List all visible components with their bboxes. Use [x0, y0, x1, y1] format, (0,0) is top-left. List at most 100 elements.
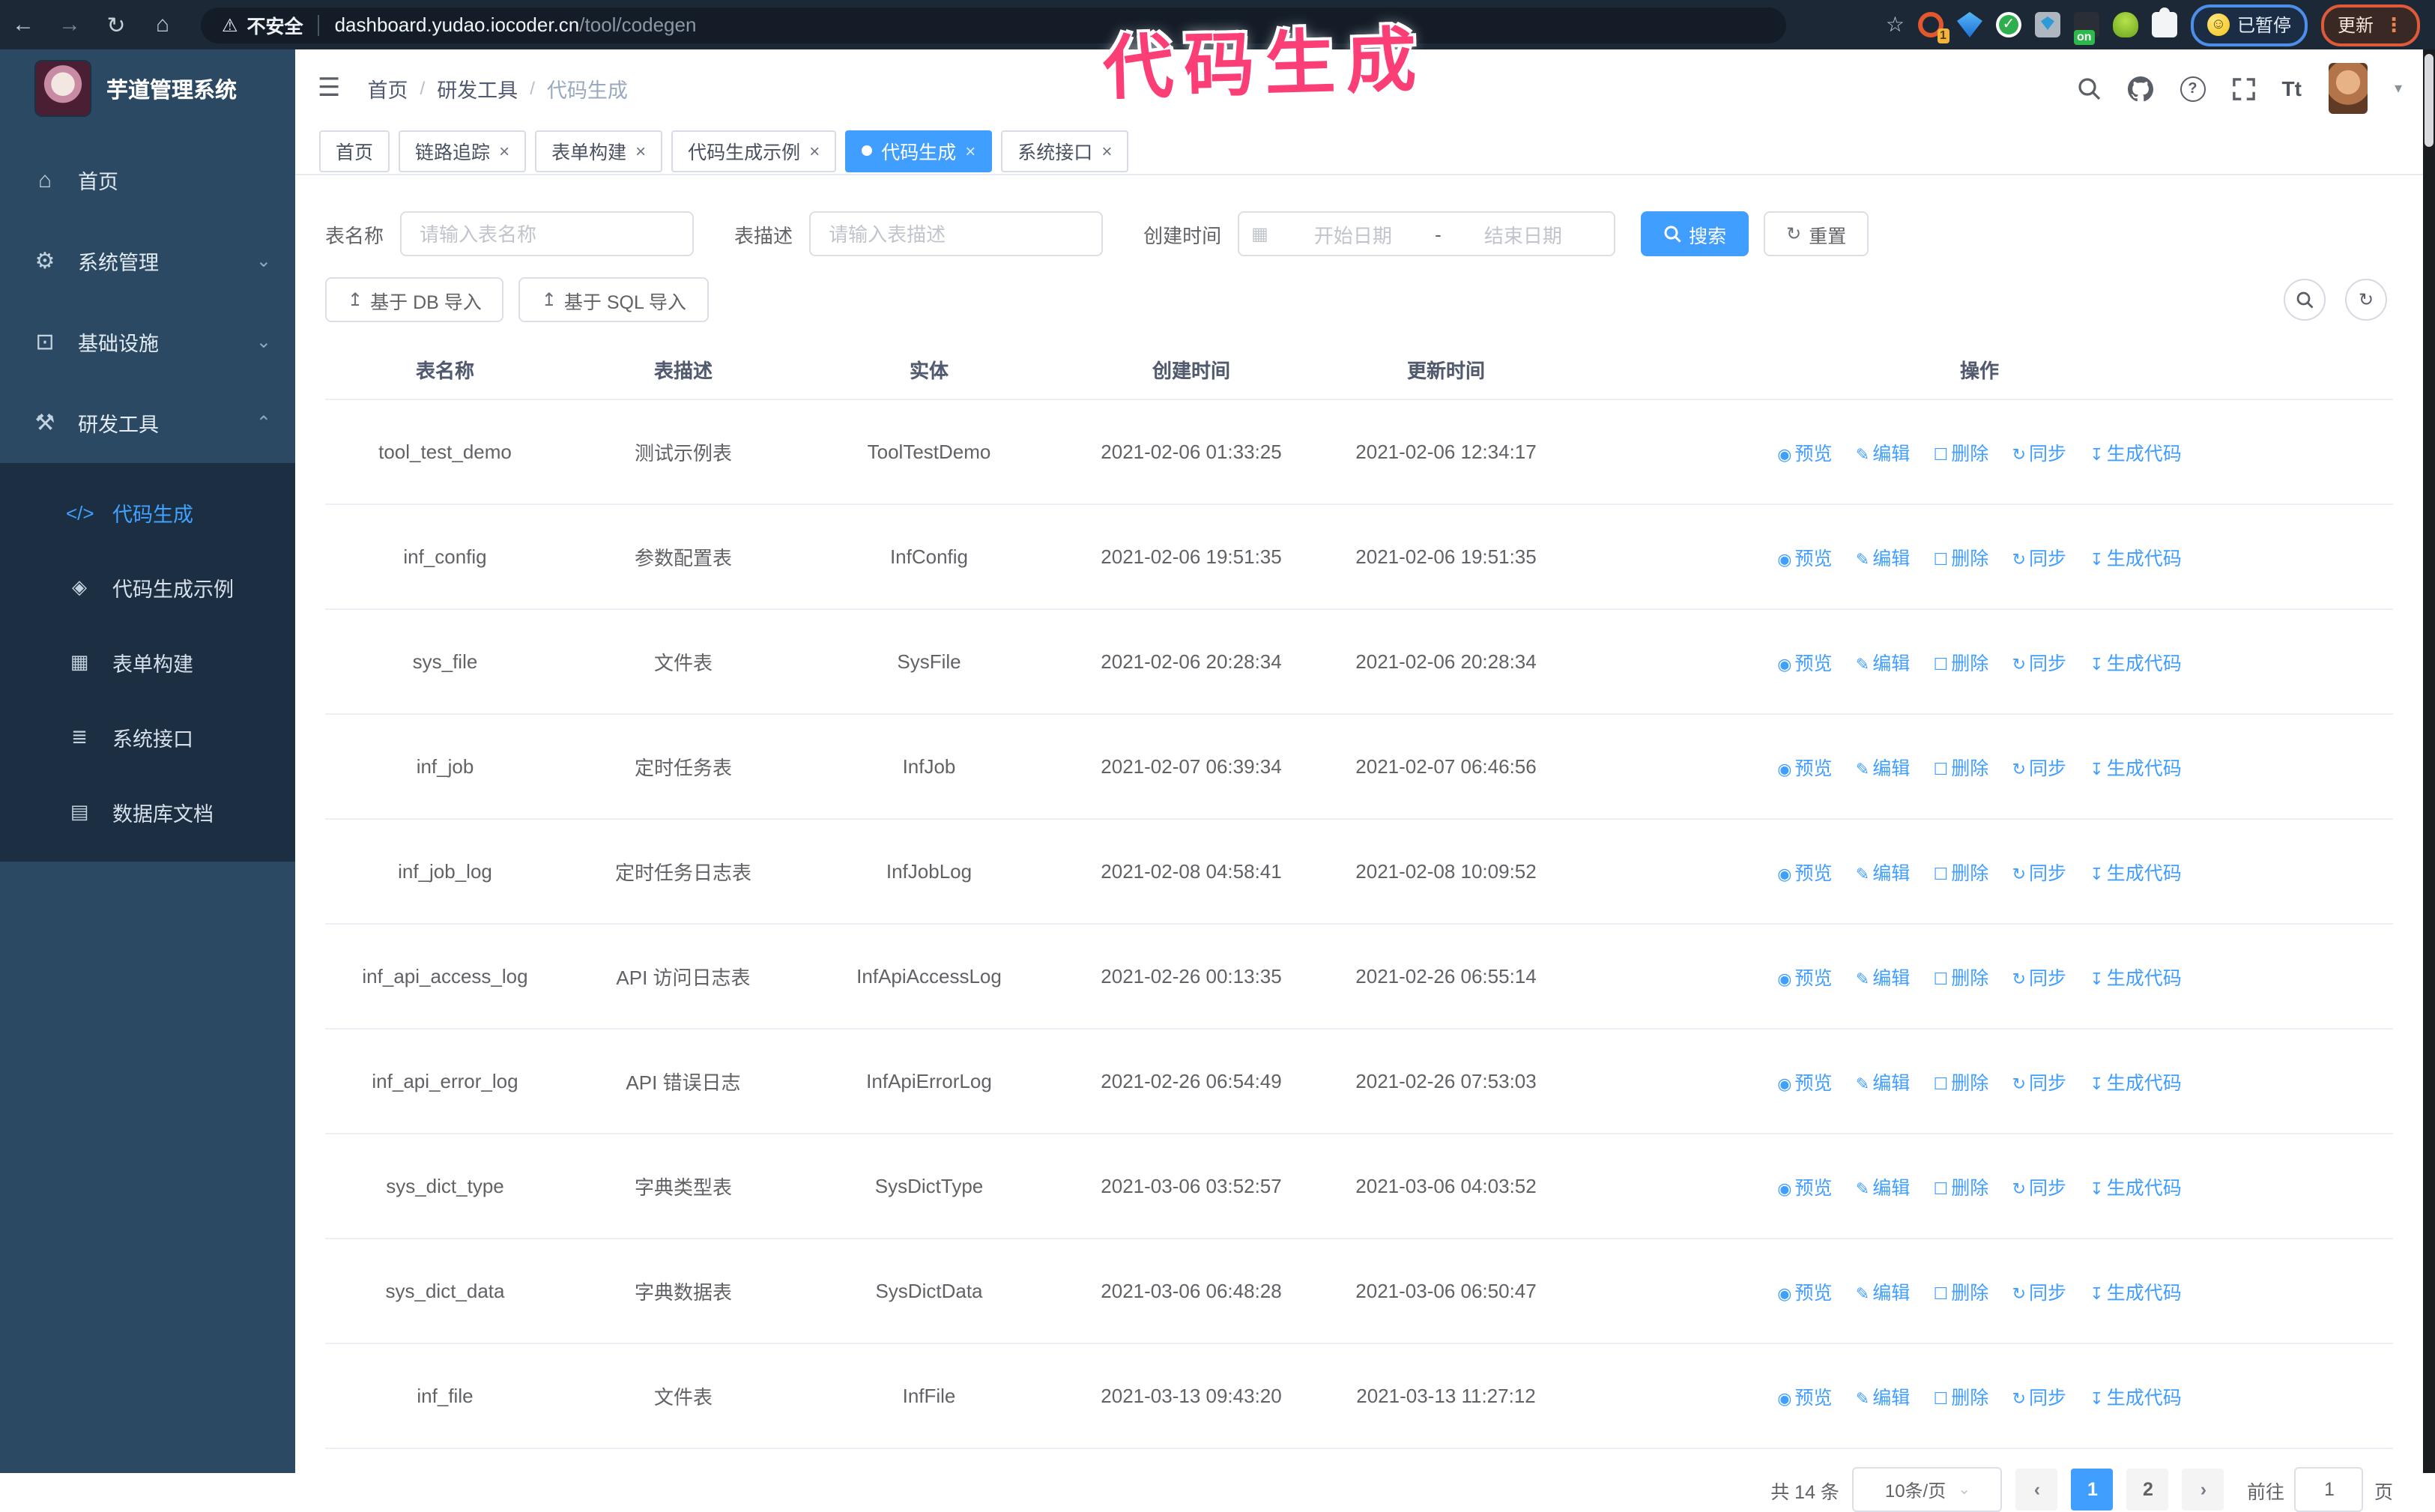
fullscreen-icon[interactable] [2232, 77, 2255, 100]
delete-link[interactable]: ☐ 删除 [1933, 653, 1989, 674]
sidebar-item[interactable]: ⊡ 基础设施 ⌄ [0, 301, 295, 382]
delete-link[interactable]: ☐ 删除 [1933, 1073, 1989, 1094]
edit-link[interactable]: ✎ 编辑 [1855, 968, 1911, 989]
extension-check-icon[interactable]: ✓ [1995, 12, 2021, 37]
edit-link[interactable]: ✎ 编辑 [1855, 1283, 1911, 1304]
security-label[interactable]: 不安全 [246, 16, 303, 37]
preview-link[interactable]: ◉ 预览 [1777, 758, 1833, 779]
bookmark-star-icon[interactable]: ☆ [1885, 12, 1905, 36]
preview-link[interactable]: ◉ 预览 [1777, 1388, 1833, 1409]
table-name-input[interactable] [400, 211, 695, 256]
refresh-button[interactable]: ↻ [2345, 279, 2387, 321]
sync-link[interactable]: ↻ 同步 [2012, 1283, 2066, 1304]
preview-link[interactable]: ◉ 预览 [1777, 548, 1833, 569]
tab[interactable]: 首页 × [319, 130, 390, 172]
github-icon[interactable] [2127, 76, 2153, 101]
delete-link[interactable]: ☐ 删除 [1933, 1178, 1989, 1199]
extension-recorder-icon[interactable]: on [2073, 12, 2099, 45]
tab-close-icon[interactable]: × [499, 140, 510, 161]
generate-code-link[interactable]: ↧ 生成代码 [2090, 1283, 2182, 1304]
sidebar-item[interactable]: ⚒ 研发工具 ⌃ [0, 382, 295, 463]
date-range-picker[interactable]: ▦ 开始日期 - 结束日期 [1238, 211, 1616, 256]
tab-close-icon[interactable]: × [809, 140, 820, 161]
tab-close-icon[interactable]: × [965, 140, 976, 161]
delete-link[interactable]: ☐ 删除 [1933, 758, 1989, 779]
tab-close-icon[interactable]: × [1101, 140, 1113, 161]
breadcrumb-tools[interactable]: 研发工具 [437, 79, 518, 102]
search-button[interactable]: 搜索 [1641, 211, 1749, 256]
reload-icon[interactable]: ↻ [106, 13, 126, 38]
delete-link[interactable]: ☐ 删除 [1933, 863, 1989, 884]
avatar[interactable] [2328, 63, 2368, 114]
sync-link[interactable]: ↻ 同步 [2012, 758, 2066, 779]
sync-link[interactable]: ↻ 同步 [2012, 444, 2066, 465]
edit-link[interactable]: ✎ 编辑 [1855, 863, 1911, 884]
sync-link[interactable]: ↻ 同步 [2012, 1388, 2066, 1409]
avatar-dropdown-caret-icon[interactable]: ▾ [2394, 80, 2402, 97]
paused-badge[interactable]: ☺ 已暂停 [2190, 4, 2308, 46]
preview-link[interactable]: ◉ 预览 [1777, 653, 1833, 674]
breadcrumb-home[interactable]: 首页 [367, 79, 408, 102]
generate-code-link[interactable]: ↧ 生成代码 [2090, 863, 2182, 884]
next-page-button[interactable]: › [2182, 1469, 2224, 1511]
generate-code-link[interactable]: ↧ 生成代码 [2090, 444, 2182, 465]
delete-link[interactable]: ☐ 删除 [1933, 968, 1989, 989]
forward-icon[interactable]: → [58, 12, 81, 37]
update-badge[interactable]: 更新 ⋮ [2320, 4, 2420, 46]
edit-link[interactable]: ✎ 编辑 [1855, 653, 1911, 674]
edit-link[interactable]: ✎ 编辑 [1855, 1178, 1911, 1199]
kebab-menu-icon[interactable]: ⋮ [2384, 13, 2404, 35]
home-icon[interactable]: ⌂ [155, 12, 170, 37]
preview-link[interactable]: ◉ 预览 [1777, 1283, 1833, 1304]
goto-page-input[interactable] [2294, 1467, 2364, 1512]
extension-grid-icon[interactable] [2034, 12, 2060, 37]
start-date-placeholder[interactable]: 开始日期 [1313, 224, 1392, 247]
page-number-button[interactable]: 2 [2126, 1469, 2169, 1511]
delete-link[interactable]: ☐ 删除 [1933, 444, 1989, 465]
sync-link[interactable]: ↻ 同步 [2012, 863, 2066, 884]
generate-code-link[interactable]: ↧ 生成代码 [2090, 548, 2182, 569]
preview-link[interactable]: ◉ 预览 [1777, 968, 1833, 989]
sidebar-subitem[interactable]: </> 代码生成 [0, 475, 295, 550]
page-number-button[interactable]: 1 [2071, 1469, 2114, 1511]
logo-row[interactable]: 芋道管理系统 [0, 49, 295, 127]
generate-code-link[interactable]: ↧ 生成代码 [2090, 1073, 2182, 1094]
search-icon[interactable] [2077, 76, 2101, 100]
sync-link[interactable]: ↻ 同步 [2012, 653, 2066, 674]
sidebar-item[interactable]: ⚙ 系统管理 ⌄ [0, 220, 295, 301]
sync-link[interactable]: ↻ 同步 [2012, 1178, 2066, 1199]
page-size-select[interactable]: 10条/页 ⌄ [1852, 1467, 2003, 1512]
sidebar-subitem[interactable]: ▦ 表单构建 [0, 625, 295, 700]
edit-link[interactable]: ✎ 编辑 [1855, 1388, 1911, 1409]
extensions-puzzle-icon[interactable] [2151, 7, 2177, 37]
end-date-placeholder[interactable]: 结束日期 [1483, 224, 1562, 247]
help-icon[interactable]: ? [2180, 76, 2206, 101]
preview-link[interactable]: ◉ 预览 [1777, 1178, 1833, 1199]
preview-link[interactable]: ◉ 预览 [1777, 444, 1833, 465]
tab[interactable]: 链路追踪 × [399, 130, 527, 172]
import-db-button[interactable]: ↥ 基于 DB 导入 [325, 277, 504, 322]
font-size-icon[interactable]: Tt [2281, 76, 2302, 100]
sidebar-subitem[interactable]: ◈ 代码生成示例 [0, 550, 295, 625]
address-bar[interactable]: ⚠ 不安全 dashboard.yudao.iocoder.cn/tool/co… [201, 7, 1786, 43]
edit-link[interactable]: ✎ 编辑 [1855, 758, 1911, 779]
tab[interactable]: 代码生成 × [845, 130, 993, 172]
delete-link[interactable]: ☐ 删除 [1933, 1388, 1989, 1409]
scrollbar-thumb[interactable] [2425, 54, 2434, 147]
sync-link[interactable]: ↻ 同步 [2012, 968, 2066, 989]
delete-link[interactable]: ☐ 删除 [1933, 1283, 1989, 1304]
preview-link[interactable]: ◉ 预览 [1777, 863, 1833, 884]
extension-diamond-icon[interactable] [1956, 12, 1982, 37]
prev-page-button[interactable]: ‹ [2015, 1469, 2058, 1511]
back-icon[interactable]: ← [12, 12, 34, 37]
generate-code-link[interactable]: ↧ 生成代码 [2090, 758, 2182, 779]
import-sql-button[interactable]: ↥ 基于 SQL 导入 [518, 277, 709, 322]
reset-button[interactable]: ↻ 重置 [1764, 211, 1869, 256]
sidebar-subitem[interactable]: ▤ 数据库文档 [0, 775, 295, 850]
generate-code-link[interactable]: ↧ 生成代码 [2090, 1178, 2182, 1199]
edit-link[interactable]: ✎ 编辑 [1855, 1073, 1911, 1094]
toggle-search-button[interactable] [2284, 279, 2326, 321]
tab[interactable]: 表单构建 × [535, 130, 663, 172]
extension-colorpicker-icon[interactable]: 1 [1917, 12, 1949, 43]
tab[interactable]: 系统接口 × [1001, 130, 1129, 172]
